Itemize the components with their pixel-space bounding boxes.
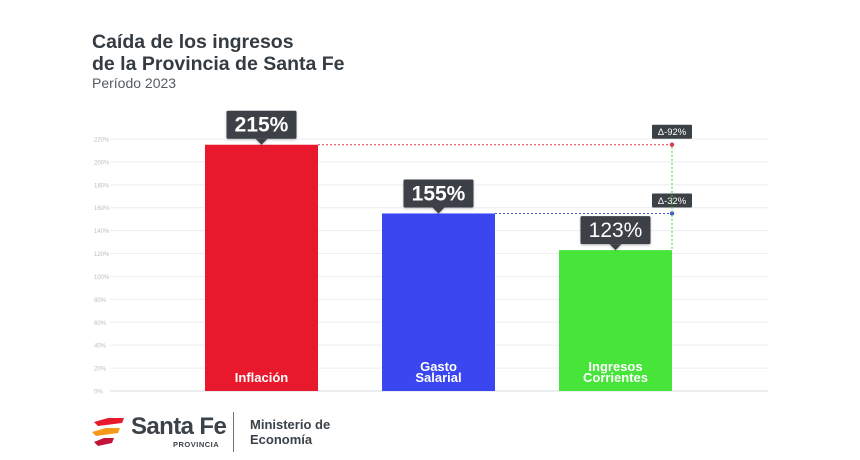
y-tick-label: 0% <box>94 390 103 396</box>
svg-text:155%: 155% <box>412 182 466 205</box>
delta-annotation: Δ-32% <box>495 193 692 216</box>
y-tick-label: 220% <box>94 138 110 144</box>
y-tick-label: 60% <box>94 321 107 327</box>
y-tick-label: 200% <box>94 160 110 166</box>
bar <box>205 144 318 391</box>
category-label: Ingresos Corrientes <box>583 359 648 385</box>
y-tick-label: 80% <box>94 298 107 304</box>
chart-title: Caída de los ingresos de la Provincia de… <box>92 31 345 75</box>
bar-chart: 0% 20% 40% 60% 80% 100% 120% 140% 160% 180% 200% 22… <box>94 110 768 396</box>
y-tick-label: 180% <box>94 183 110 189</box>
category-label: Gasto Salarial <box>415 359 461 385</box>
santa-fe-logo-icon <box>92 418 124 446</box>
footer-divider <box>233 412 234 452</box>
y-tick-label: 20% <box>94 367 107 373</box>
bars: Inflación 215% Gasto Salarial 155% Ingresos Co… <box>205 110 672 391</box>
chart-subtitle: Período 2023 <box>92 75 177 91</box>
chart-title-line-2: de la Provincia de Santa Fe <box>92 53 345 75</box>
y-tick-label: 40% <box>94 344 107 350</box>
svg-text:Δ-32%: Δ-32% <box>658 196 687 207</box>
bar <box>559 250 672 391</box>
value-label: 155% <box>403 179 474 214</box>
annotations: Δ-92% Δ-32% <box>318 124 692 251</box>
ministry-line-2: Economía <box>250 432 313 447</box>
y-tick-label: 120% <box>94 252 110 258</box>
category-label: Inflación <box>235 370 289 385</box>
ministry-name: Ministerio de Economía <box>250 417 330 447</box>
delta-annotation: Δ-92% <box>318 124 692 147</box>
value-label: 215% <box>226 110 297 145</box>
brand-name: Santa Fe <box>131 413 227 440</box>
y-tick-label: 160% <box>94 206 110 212</box>
svg-text:Δ-92%: Δ-92% <box>658 127 687 138</box>
value-label: 123% <box>580 216 651 251</box>
y-tick-label: 140% <box>94 229 110 235</box>
svg-text:123%: 123% <box>589 219 643 242</box>
chart-title-line-1: Caída de los ingresos <box>92 31 294 53</box>
bar <box>382 213 495 391</box>
ministry-line-1: Ministerio de <box>250 417 331 432</box>
svg-text:215%: 215% <box>235 114 289 137</box>
y-axis-ticks: 0% 20% 40% 60% 80% 100% 120% 140% 160% 180% 200% 22… <box>94 138 110 396</box>
brand-subtitle: PROVINCIA <box>173 440 220 449</box>
y-tick-label: 100% <box>94 275 110 281</box>
